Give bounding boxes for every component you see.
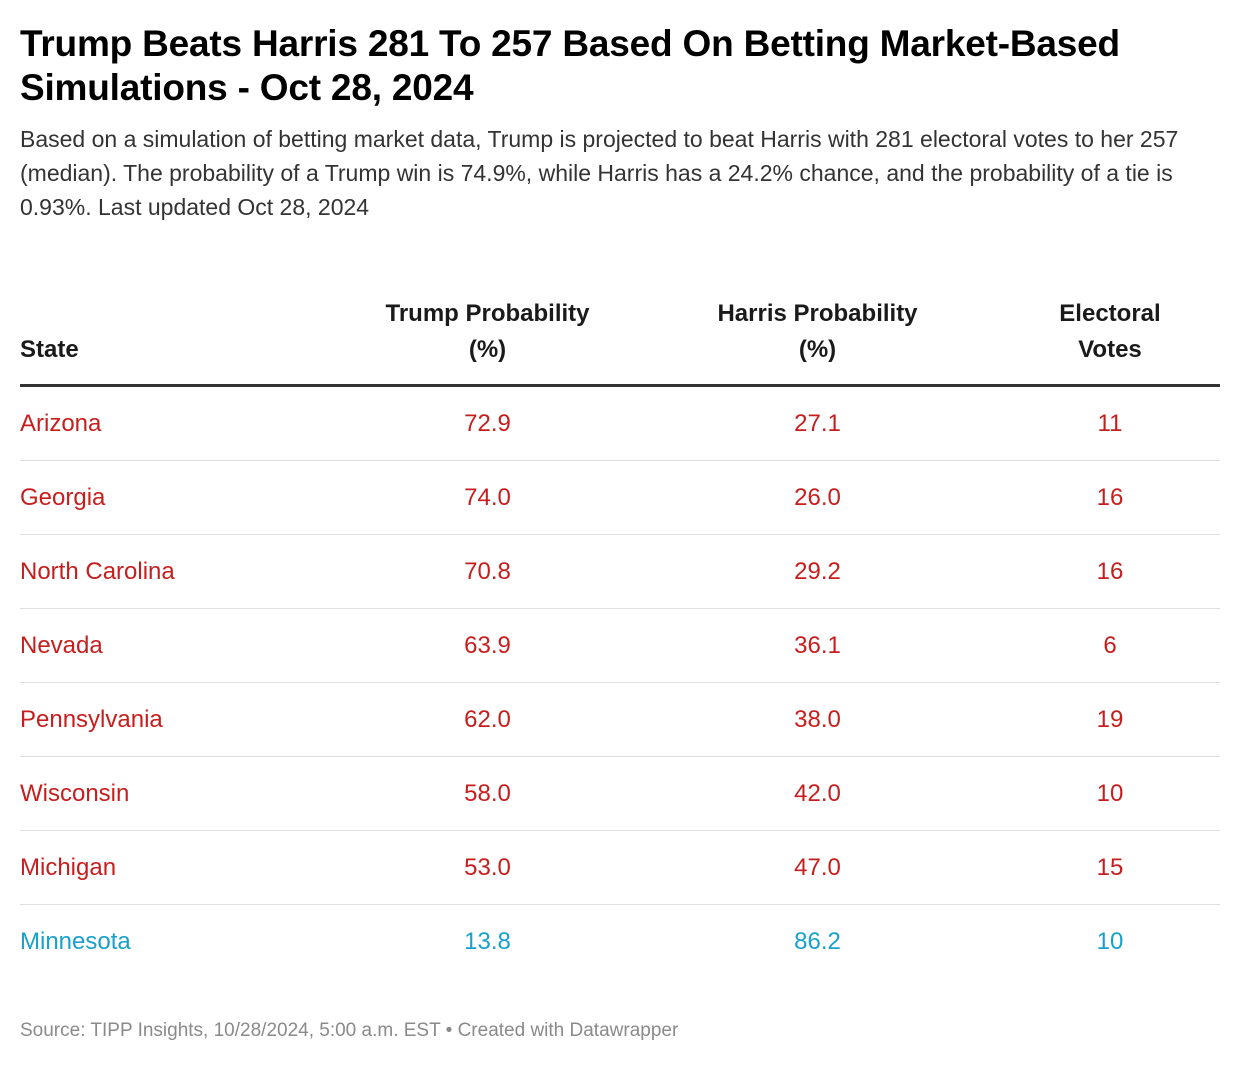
table-row: Arizona 72.9 27.1 11 — [20, 385, 1220, 461]
cell-trump: 13.8 — [464, 927, 511, 955]
column-header-trump-probability: Trump Probability (%) — [340, 296, 635, 387]
source-note: Source: TIPP Insights, 10/28/2024, 5:00 … — [20, 1020, 679, 1041]
table-row: Minnesota 13.8 86.2 10 — [20, 905, 1220, 979]
column-header-electoral-votes: Electoral Votes — [1000, 296, 1220, 387]
cell-state: Michigan — [20, 830, 340, 905]
cell-state: Pennsylvania — [20, 682, 340, 757]
cell-trump: 72.9 — [340, 385, 635, 461]
cell-trump: 62.0 — [340, 682, 635, 757]
table-row: Wisconsin 58.0 42.0 10 — [20, 756, 1220, 831]
cell-harris: 42.0 — [635, 756, 1000, 831]
chart-title: Trump Beats Harris 281 To 257 Based On B… — [20, 23, 1120, 108]
cell-harris: 47.0 — [635, 830, 1000, 905]
cell-harris: 86.2 — [794, 927, 841, 955]
cell-trump: 63.9 — [340, 608, 635, 683]
table-row: Michigan 53.0 47.0 15 — [20, 830, 1220, 905]
table-row: Nevada 63.9 36.1 6 — [20, 608, 1220, 683]
column-header-state: State — [20, 296, 340, 387]
chart-subtitle: Based on a simulation of betting market … — [20, 126, 1179, 220]
cell-ev: 16 — [1000, 460, 1220, 535]
cell-state: Wisconsin — [20, 756, 340, 831]
cell-ev: 10 — [1000, 756, 1220, 831]
cell-ev: 16 — [1000, 534, 1220, 609]
column-header-harris-probability: Harris Probability (%) — [635, 296, 1000, 387]
table-body: Arizona 72.9 27.1 11 Georgia 74.0 26.0 16 North … — [20, 385, 1220, 979]
table-row: North Carolina 70.8 29.2 16 — [20, 534, 1220, 609]
cell-state: Georgia — [20, 460, 340, 535]
cell-state: North Carolina — [20, 534, 340, 609]
table-header-row: State Trump Probability (%) Harris Probab… — [20, 296, 1220, 387]
cell-ev: 10 — [1096, 927, 1124, 955]
cell-harris: 27.1 — [635, 385, 1000, 461]
cell-ev: 15 — [1000, 830, 1220, 905]
data-table: State Trump Probability (%) Harris Probab… — [20, 296, 1220, 978]
cell-ev: 11 — [1000, 385, 1220, 461]
cell-harris: 36.1 — [635, 608, 1000, 683]
cell-trump: 70.8 — [340, 534, 635, 609]
cell-state: Arizona — [20, 385, 340, 461]
cell-state: Minnesota — [20, 927, 131, 955]
table-row: Pennsylvania 62.0 38.0 19 — [20, 682, 1220, 757]
cell-ev: 19 — [1000, 682, 1220, 757]
cell-harris: 29.2 — [635, 534, 1000, 609]
chart-header: Trump Beats Harris 281 To 257 Based On B… — [20, 22, 1220, 224]
cell-trump: 74.0 — [340, 460, 635, 535]
cell-ev: 6 — [1000, 608, 1220, 683]
table-row: Georgia 74.0 26.0 16 — [20, 460, 1220, 535]
cell-state: Nevada — [20, 608, 340, 683]
cell-trump: 58.0 — [340, 756, 635, 831]
cell-trump: 53.0 — [340, 830, 635, 905]
cell-harris: 38.0 — [635, 682, 1000, 757]
cell-harris: 26.0 — [635, 460, 1000, 535]
